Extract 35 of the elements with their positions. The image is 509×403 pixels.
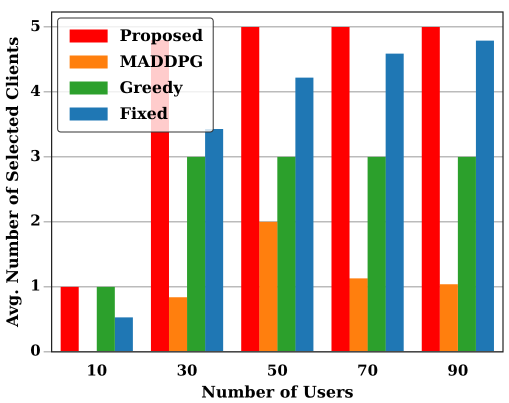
bar (277, 156, 296, 352)
x-tick-label: 10 (86, 362, 108, 380)
bar (96, 286, 115, 352)
y-tick-label: 1 (30, 276, 41, 295)
x-tick-label: 30 (176, 362, 198, 380)
y-tick-label: 4 (30, 82, 41, 100)
bar (259, 222, 278, 352)
bar (168, 297, 188, 352)
y-tick-label: 2 (30, 212, 41, 230)
bar (114, 317, 133, 352)
bar (350, 278, 368, 352)
bar (422, 26, 440, 352)
bar (331, 26, 350, 352)
y-axis-title: Avg. Number of Selected Clients (2, 36, 22, 328)
x-axis-title: Number of Users (201, 382, 354, 402)
legend-label: MADDPG (120, 52, 204, 72)
bar (386, 54, 404, 352)
legend-label: Greedy (120, 78, 184, 98)
bar (440, 284, 458, 352)
legend-label: Fixed (120, 104, 168, 124)
x-tick-label: 50 (266, 362, 288, 380)
bar (368, 156, 386, 352)
bar (187, 156, 206, 352)
legend-label: Proposed (120, 26, 204, 46)
y-tick-label: 3 (30, 146, 41, 165)
bar (476, 40, 494, 352)
y-tick-label: 5 (30, 16, 41, 35)
bar (60, 286, 79, 352)
x-tick-label: 70 (357, 362, 378, 380)
bar (205, 128, 224, 352)
x-tick-label: 90 (447, 362, 468, 380)
y-tick-label: 0 (30, 342, 41, 360)
bar (458, 156, 476, 352)
bar (241, 26, 260, 352)
bar (295, 78, 314, 352)
